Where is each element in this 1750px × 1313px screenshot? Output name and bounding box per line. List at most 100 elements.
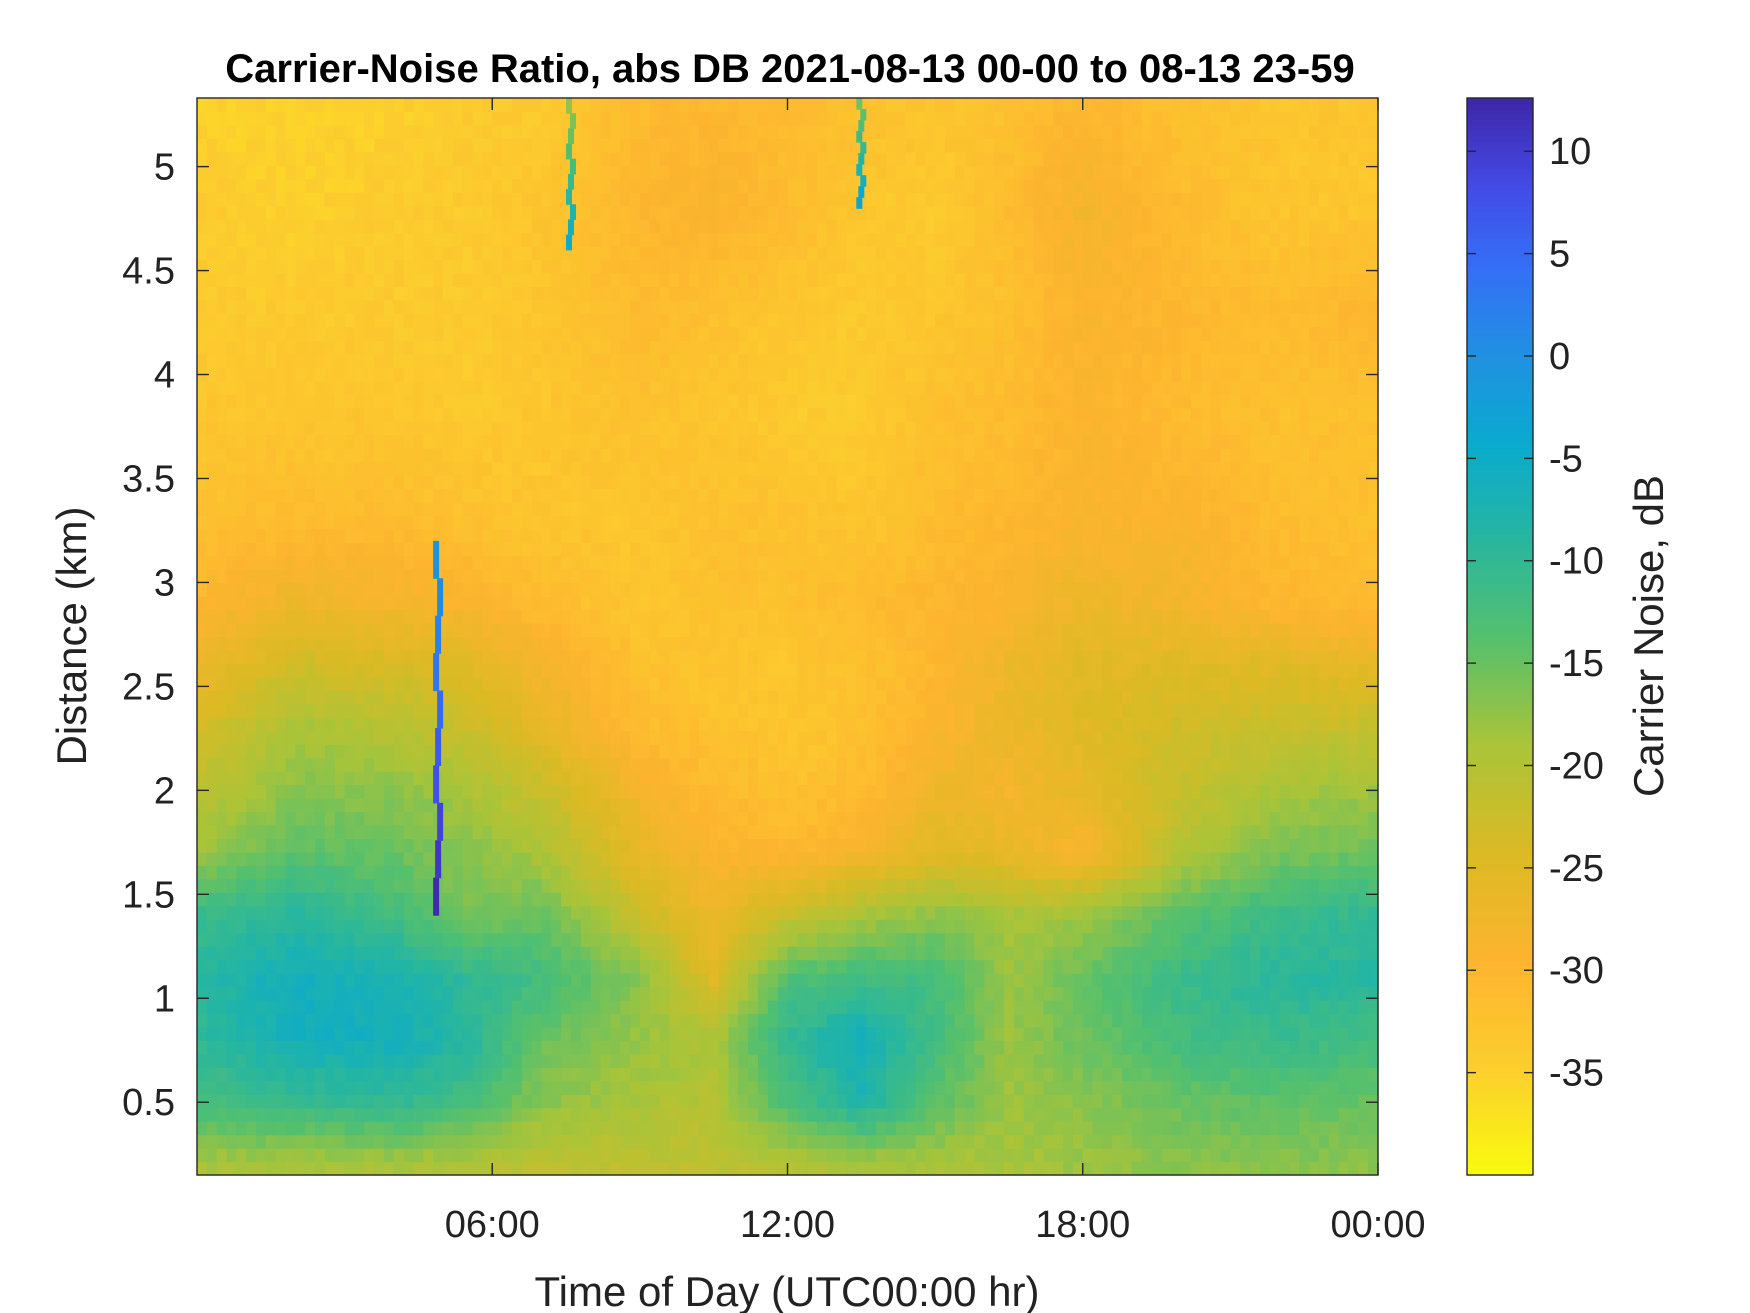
heatmap-cell <box>1112 744 1123 759</box>
heatmap-cell <box>452 663 464 678</box>
heatmap-cell <box>492 838 503 853</box>
heatmap-cell <box>669 892 680 907</box>
heatmap-cell <box>1348 999 1359 1015</box>
heatmap-cell <box>1240 1121 1251 1136</box>
heatmap-cell <box>600 1148 611 1163</box>
heatmap-cell <box>1181 1134 1192 1149</box>
heatmap-cell <box>974 811 985 826</box>
heatmap-cell <box>1210 1134 1222 1149</box>
heatmap-cell <box>285 892 297 907</box>
heatmap-cell <box>935 838 946 853</box>
heatmap-cell <box>570 1134 582 1149</box>
heatmap-cell <box>1131 1134 1143 1149</box>
heatmap-cell <box>846 878 857 893</box>
heatmap-cell <box>1161 878 1172 893</box>
heatmap-cell <box>689 1094 700 1109</box>
heatmap-cell <box>974 690 985 705</box>
heatmap-cell <box>600 932 611 947</box>
heatmap-cell <box>718 744 730 759</box>
heatmap-cell <box>954 798 966 813</box>
heatmap-cell <box>1318 623 1330 638</box>
heatmap-cell <box>728 1161 739 1176</box>
heatmap-cell <box>403 999 415 1015</box>
heatmap-cell <box>866 609 877 624</box>
heatmap-cell <box>423 959 434 974</box>
heatmap-cell <box>236 1026 247 1041</box>
heatmap-cell <box>610 798 621 813</box>
heatmap-cell <box>708 946 720 961</box>
heatmap-cell <box>1072 1134 1084 1149</box>
heatmap-cell <box>1151 1080 1163 1095</box>
heatmap-cell <box>570 1121 582 1136</box>
heatmap-cell <box>1289 1053 1300 1068</box>
heatmap-cell <box>935 690 946 705</box>
heatmap-cell <box>1013 811 1025 826</box>
heatmap-cell <box>383 744 395 759</box>
heatmap-cell <box>659 1080 670 1095</box>
heatmap-cell <box>1102 999 1113 1015</box>
heatmap-cell <box>580 703 592 718</box>
heatmap-cell <box>1122 1107 1133 1122</box>
heatmap-cell <box>610 663 621 678</box>
heatmap-cell <box>807 703 818 718</box>
heatmap-cell <box>620 986 631 1001</box>
heatmap-cell <box>393 1026 405 1041</box>
heatmap-cell <box>600 636 611 651</box>
heatmap-cell <box>639 1134 651 1149</box>
heatmap-cell <box>383 1067 395 1082</box>
heatmap-cell <box>748 730 759 745</box>
heatmap-cell <box>344 609 356 624</box>
heatmap-cell <box>403 649 415 665</box>
heatmap-cell <box>1023 663 1035 678</box>
heatmap-cell <box>876 1148 887 1163</box>
heatmap-cell <box>423 730 434 745</box>
heatmap-cell <box>295 1107 306 1122</box>
heatmap-cell <box>1161 905 1172 920</box>
heatmap-cell <box>374 811 385 826</box>
heatmap-cell <box>826 663 838 678</box>
heatmap-cell <box>669 784 680 799</box>
heatmap-cell <box>767 1053 779 1068</box>
heatmap-cell <box>462 1094 474 1109</box>
heatmap-cell <box>836 609 848 624</box>
heatmap-cell <box>256 703 267 718</box>
heatmap-cell <box>944 1013 956 1028</box>
heatmap-cell <box>354 1107 365 1122</box>
heatmap-cell <box>669 703 680 718</box>
heatmap-cell <box>1043 703 1054 718</box>
heatmap-cell <box>708 676 720 691</box>
heatmap-cell <box>1338 1053 1350 1068</box>
heatmap-cell <box>197 1067 208 1082</box>
heatmap-cell <box>521 703 533 718</box>
heatmap-cell <box>580 1107 592 1122</box>
heatmap-cell <box>836 1040 848 1055</box>
heatmap-cell <box>1004 878 1015 893</box>
heatmap-cell <box>1151 959 1163 974</box>
heatmap-cell <box>1338 932 1350 947</box>
heatmap-cell <box>344 730 356 745</box>
heatmap-cell <box>265 959 277 974</box>
heatmap-cell <box>1318 919 1330 934</box>
heatmap-cell <box>305 1080 316 1095</box>
heatmap-cell <box>748 1094 759 1109</box>
heatmap-cell <box>1309 878 1320 893</box>
heatmap-cell <box>1328 690 1340 705</box>
heatmap-cell <box>964 798 976 813</box>
heatmap-cell <box>817 649 828 665</box>
heatmap-cell <box>364 623 375 638</box>
heatmap-cell <box>570 744 582 759</box>
heatmap-cell <box>1004 811 1015 826</box>
heatmap-cell <box>1072 784 1084 799</box>
heatmap-cell <box>1358 744 1369 759</box>
heatmap-cell <box>718 1094 730 1109</box>
heatmap-cell <box>226 636 237 651</box>
heatmap-cell <box>1269 1134 1281 1149</box>
heatmap-cell <box>1210 1121 1222 1136</box>
heatmap-cell <box>1240 824 1251 840</box>
heatmap-cell <box>935 609 946 624</box>
heatmap-cell <box>659 838 670 853</box>
heatmap-cell <box>807 1094 818 1109</box>
heatmap-cell <box>295 1026 306 1041</box>
heatmap-cell <box>1220 1040 1231 1055</box>
heatmap-cell <box>1299 959 1310 974</box>
